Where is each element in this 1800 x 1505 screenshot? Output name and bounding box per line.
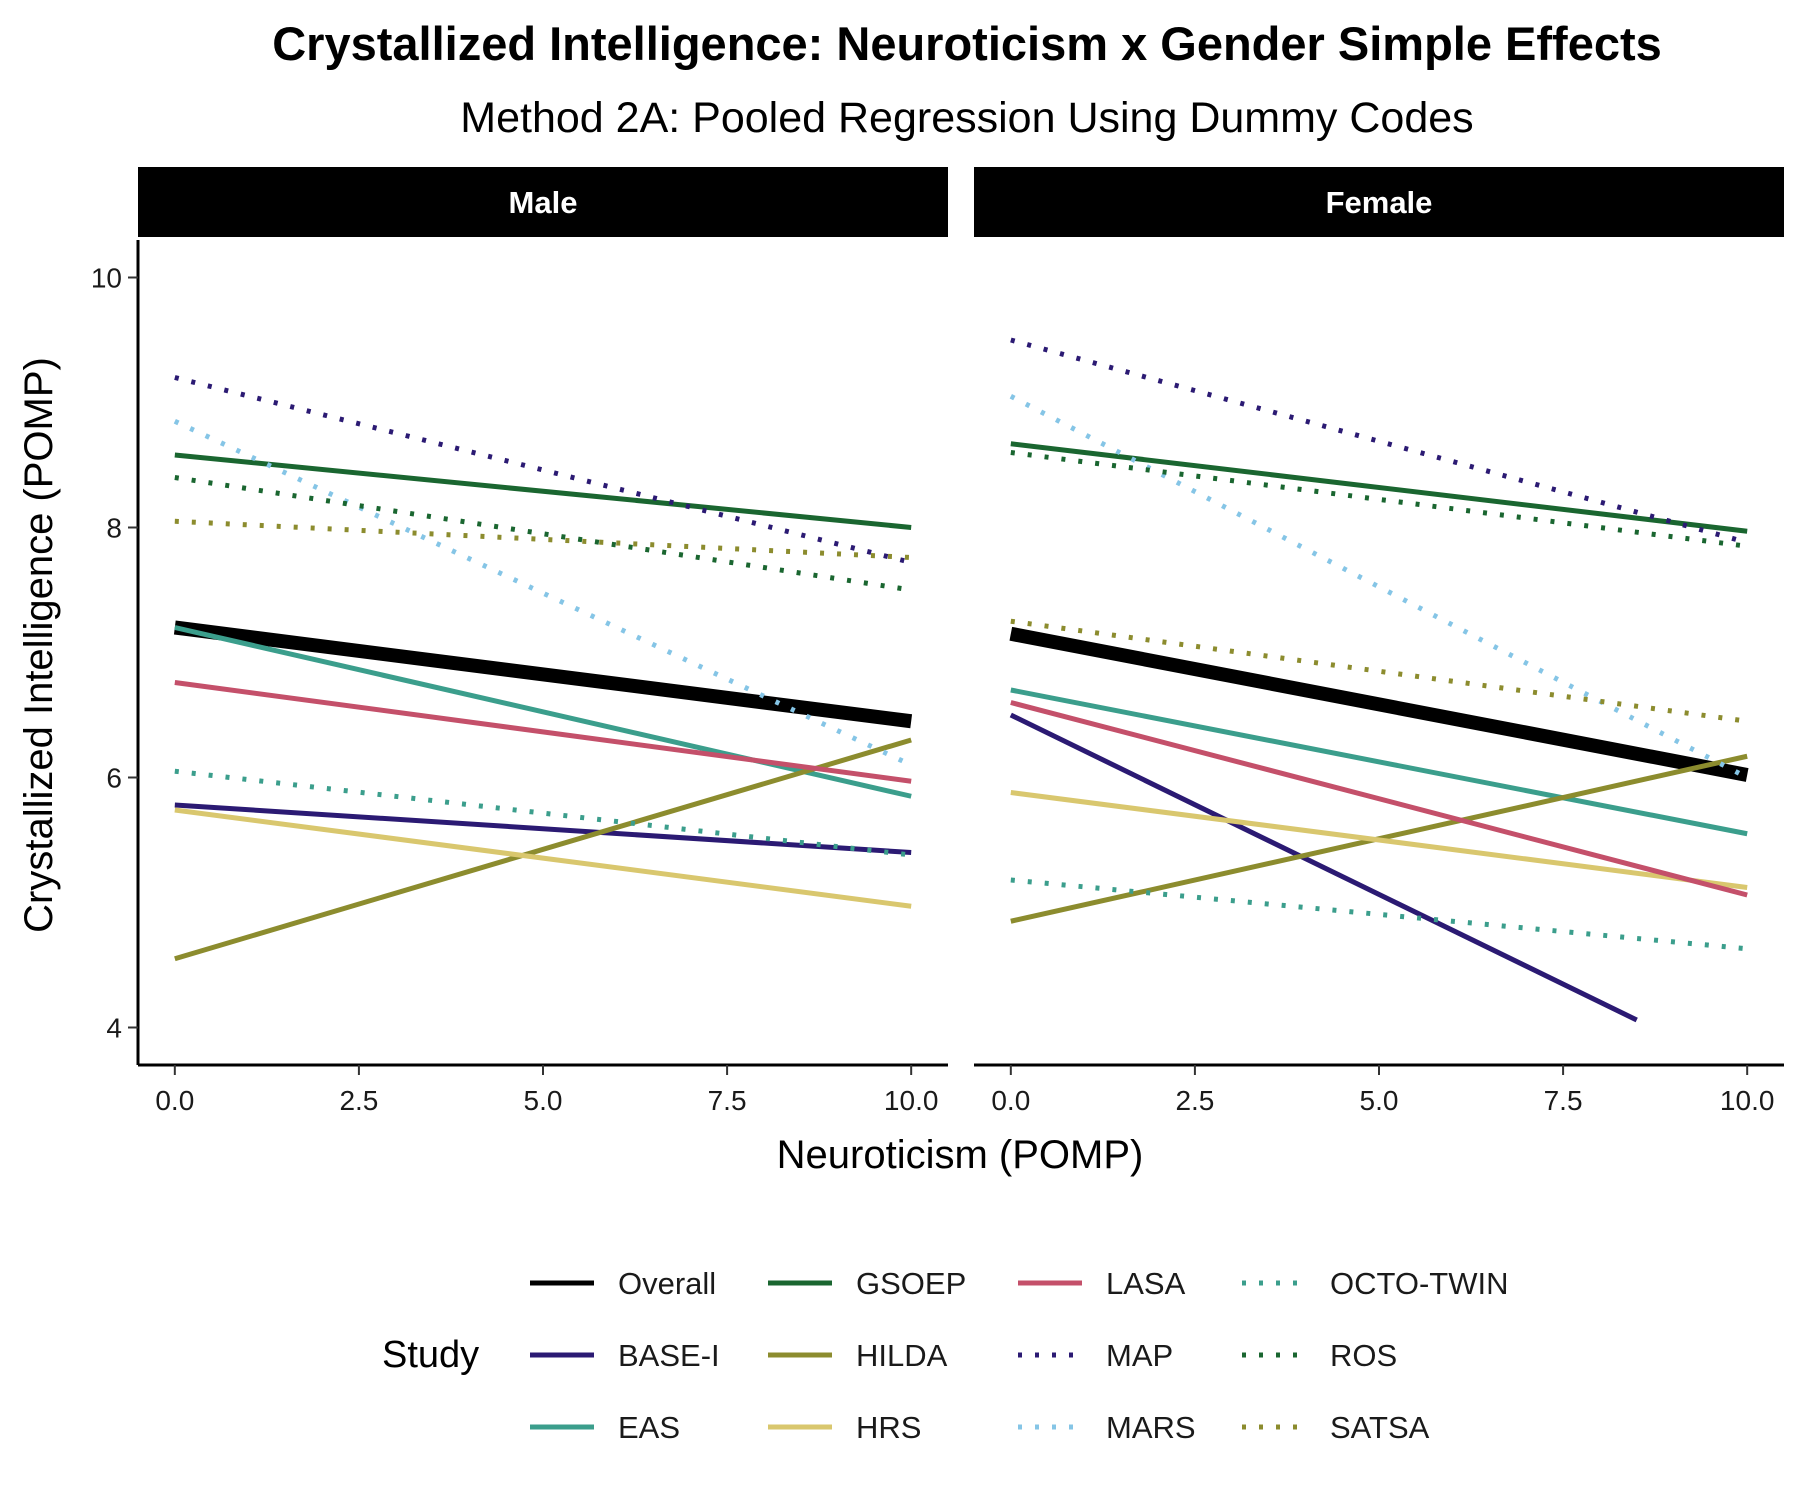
- series-line-overall: [173, 620, 913, 729]
- legend-item: HRS: [768, 1410, 921, 1445]
- x-tick-label: 0.0: [155, 1085, 194, 1116]
- x-tick-label: 0.0: [991, 1085, 1030, 1116]
- legend-item: BASE-I: [530, 1338, 720, 1373]
- legend-item: LASA: [1018, 1266, 1186, 1301]
- series-line-hrs: [174, 807, 912, 909]
- panel-male: Male 0.0 2.5 5.0 7.5 10.0 4 6 8 10: [91, 167, 948, 1116]
- legend-label: Overall: [618, 1266, 716, 1301]
- series-line-lasa: [1010, 700, 1748, 898]
- y-axis-title: Crystallized Intelligence (POMP): [17, 357, 61, 933]
- facet-strip: [138, 167, 948, 237]
- series-line-map: [174, 375, 912, 565]
- y-tick-label: 8: [106, 513, 122, 544]
- legend-label: HRS: [856, 1410, 921, 1445]
- y-tick-label: 6: [106, 763, 122, 794]
- series-line-satsa: [174, 518, 912, 560]
- legend-item: Overall: [530, 1266, 716, 1301]
- legend-item: HILDA: [768, 1338, 948, 1373]
- facet-strip: [974, 167, 1784, 237]
- series-line-map: [1010, 337, 1748, 545]
- legend-item: SATSA: [1242, 1410, 1430, 1445]
- legend-label: SATSA: [1330, 1410, 1430, 1445]
- series-line-overall: [1009, 626, 1749, 782]
- series-line-ros: [174, 475, 912, 593]
- y-tick-label: 4: [106, 1013, 122, 1044]
- x-axis-title: Neuroticism (POMP): [777, 1133, 1144, 1177]
- x-tick-label: 7.5: [1544, 1085, 1583, 1116]
- legend-label: MAP: [1106, 1338, 1173, 1373]
- series-line-eas: [1010, 687, 1748, 837]
- x-tick-label: 7.5: [708, 1085, 747, 1116]
- legend-item: MARS: [1018, 1410, 1196, 1445]
- legend-label: LASA: [1106, 1266, 1186, 1301]
- legend-item: MAP: [1018, 1338, 1173, 1373]
- x-tick-label: 10.0: [1720, 1085, 1775, 1116]
- chart-subtitle: Method 2A: Pooled Regression Using Dummy…: [460, 94, 1473, 142]
- facet-strip-label: Female: [1326, 185, 1433, 220]
- chart-title: Crystallized Intelligence: Neuroticism x…: [272, 17, 1662, 70]
- x-tick-label: 5.0: [1360, 1085, 1399, 1116]
- series-line-base-i: [174, 802, 912, 855]
- legend-label: MARS: [1106, 1410, 1196, 1445]
- legend-label: EAS: [618, 1410, 680, 1445]
- y-tick-label: 10: [91, 263, 122, 294]
- legend-label: GSOEP: [856, 1266, 966, 1301]
- panel-female: Female 0.0 2.5 5.0 7.5 10.0: [974, 167, 1784, 1116]
- series-line-octo-twin: [1010, 877, 1748, 952]
- series-line-gsoep: [174, 452, 912, 530]
- series-line-hrs: [1010, 790, 1748, 890]
- x-tick-label: 5.0: [524, 1085, 563, 1116]
- legend-label: ROS: [1330, 1338, 1397, 1373]
- legend-label: HILDA: [856, 1338, 948, 1373]
- legend-title: Study: [382, 1334, 479, 1376]
- legend-item: EAS: [530, 1410, 680, 1445]
- series-line-mars: [1009, 394, 1749, 780]
- series-line-gsoep: [1010, 441, 1748, 534]
- facet-strip-label: Male: [509, 185, 578, 220]
- series-line-eas: [174, 625, 912, 799]
- series-line-base-i: [1009, 712, 1638, 1023]
- x-tick-label: 2.5: [1175, 1085, 1214, 1116]
- legend-item: OCTO-TWIN: [1242, 1266, 1509, 1301]
- series-line-hilda: [174, 737, 912, 962]
- legend-label: BASE-I: [618, 1338, 720, 1373]
- legend-item: ROS: [1242, 1338, 1397, 1373]
- x-tick-label: 10.0: [884, 1085, 939, 1116]
- series-line-lasa: [174, 680, 912, 784]
- legend-item: GSOEP: [768, 1266, 966, 1301]
- legend: Study Overall BASE-I EAS GSOEP HILDA HRS LASA M…: [382, 1266, 1509, 1445]
- facet-panels: Male 0.0 2.5 5.0 7.5 10.0 4 6 8 10 Female 0.0 2.5 5.0…: [91, 167, 1784, 1116]
- series-line-ros: [1010, 450, 1748, 549]
- x-tick-label: 2.5: [339, 1085, 378, 1116]
- legend-label: OCTO-TWIN: [1330, 1266, 1509, 1301]
